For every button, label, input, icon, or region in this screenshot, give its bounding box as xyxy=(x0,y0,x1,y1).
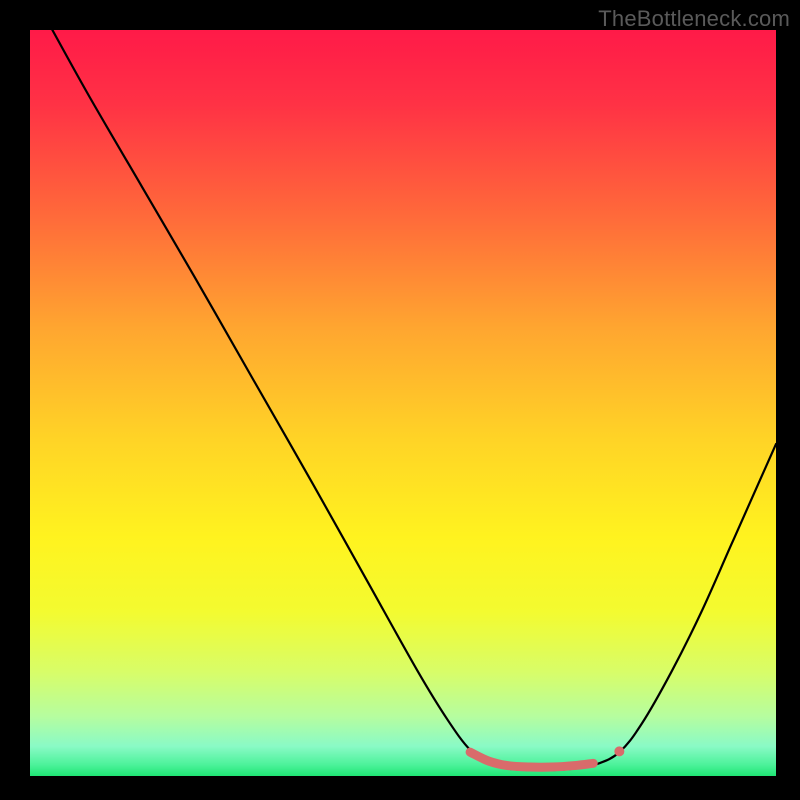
chart-container: TheBottleneck.com xyxy=(0,0,800,800)
plot-svg xyxy=(30,30,776,776)
watermark-text: TheBottleneck.com xyxy=(598,6,790,32)
gradient-background xyxy=(30,30,776,776)
plot-area xyxy=(30,30,776,776)
trough-end-dot xyxy=(614,746,624,756)
